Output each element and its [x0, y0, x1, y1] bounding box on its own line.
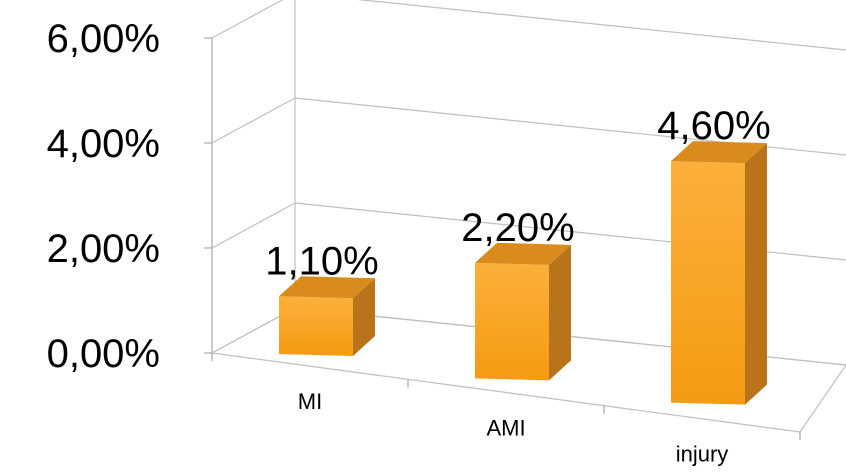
y-tick-label: 6,00% — [47, 17, 160, 61]
data-label: 4,60% — [657, 104, 770, 148]
y-tick-label: 0,00% — [47, 332, 160, 376]
gridline — [211, 202, 846, 261]
bar-side — [549, 244, 571, 381]
bar-top — [279, 276, 375, 299]
y-tick-label: 2,00% — [47, 227, 160, 271]
gridline — [211, 0, 846, 51]
bar — [475, 242, 571, 381]
bar-side — [353, 278, 375, 356]
x-tick-label: AMI — [486, 415, 525, 440]
bar-top — [671, 141, 767, 164]
bar-front — [475, 262, 549, 381]
data-label: 2,20% — [461, 206, 574, 250]
bar-side — [745, 143, 767, 405]
labels-layer: 0,00% 2,00% 4,00% 6,00% 1,10% MI 2,20% AMI 4,60%… — [47, 17, 771, 467]
bar-front — [671, 161, 745, 405]
bar-front — [279, 296, 353, 356]
bar — [671, 141, 767, 405]
y-tick-label: 4,00% — [47, 122, 160, 166]
bar-top — [475, 242, 571, 265]
bar — [279, 276, 375, 356]
bars-layer — [279, 141, 767, 405]
gridline — [211, 97, 846, 156]
x-tick-label: injury — [676, 442, 729, 467]
data-label: 1,10% — [265, 239, 378, 283]
x-tick-label: MI — [298, 389, 322, 414]
